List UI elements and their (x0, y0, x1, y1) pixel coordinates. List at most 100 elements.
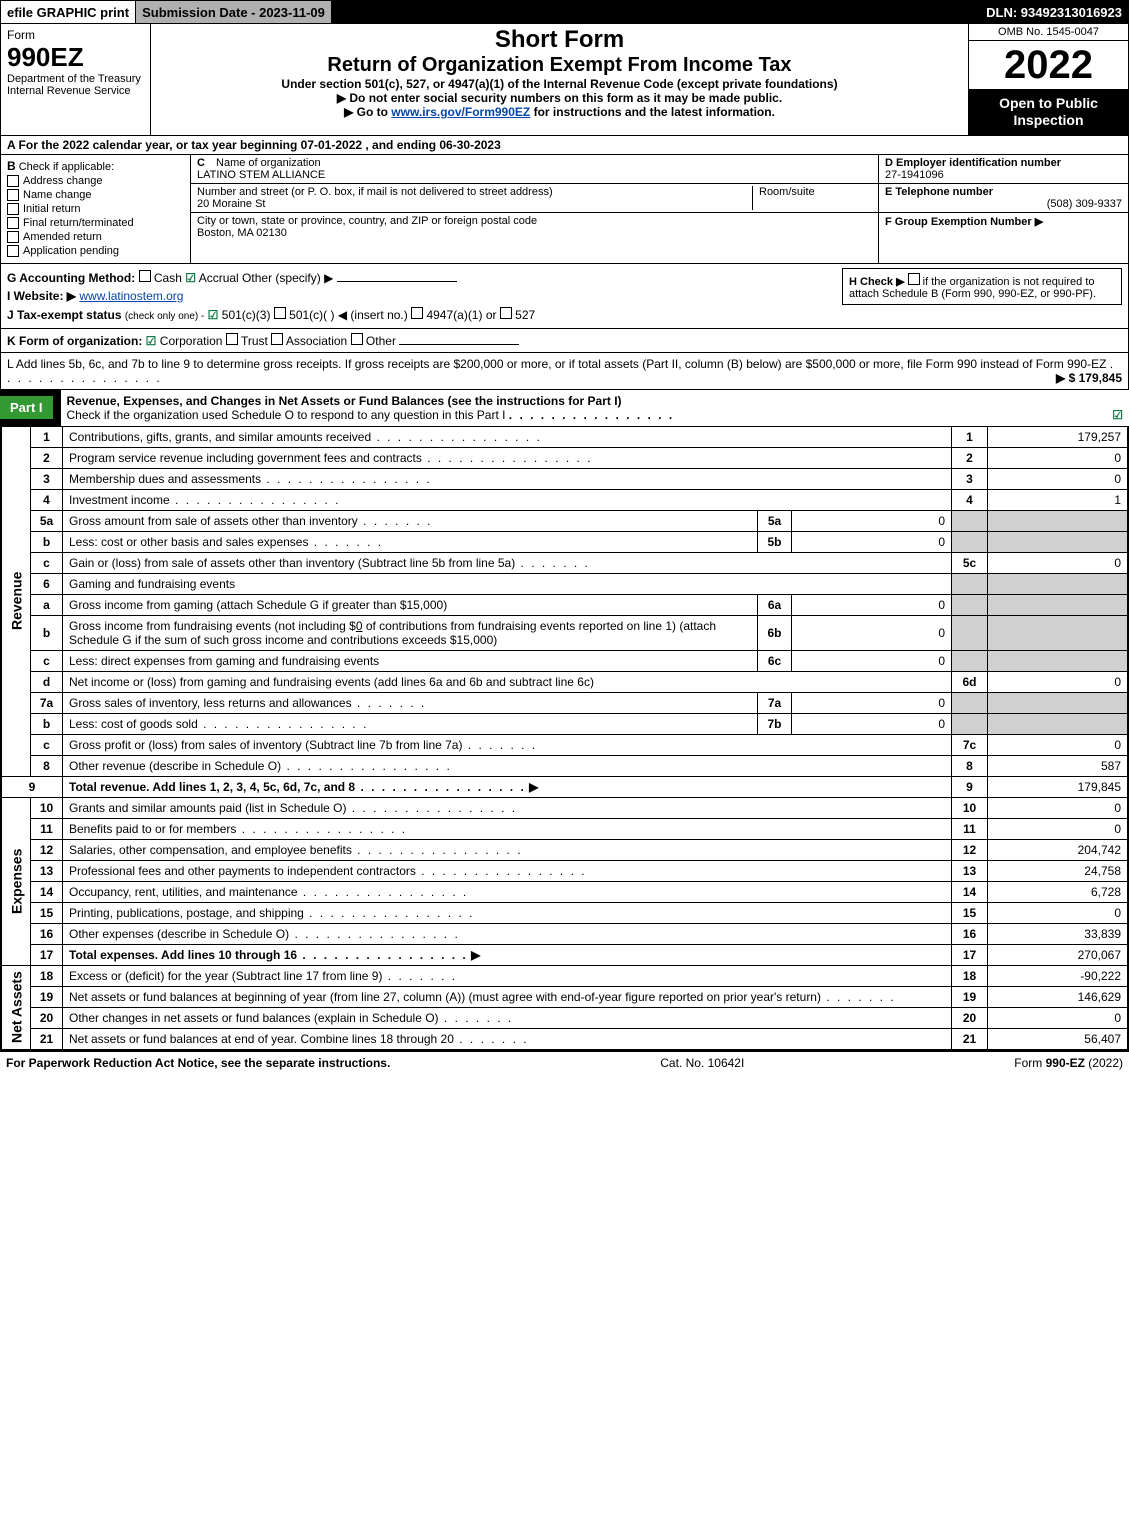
street-caption: Number and street (or P. O. box, if mail… (197, 186, 553, 198)
paperwork-notice: For Paperwork Reduction Act Notice, see … (6, 1056, 390, 1070)
line-col: 6d (952, 671, 988, 692)
line-col: 20 (952, 1007, 988, 1028)
line-no: 7a (31, 692, 63, 713)
desc-pre: Gross income from fundraising events (no… (69, 619, 356, 633)
k-other-input[interactable] (399, 344, 519, 345)
checkbox-amended-return[interactable]: Amended return (7, 231, 184, 243)
line-val: 0 (988, 1007, 1128, 1028)
table-row: Expenses 10 Grants and similar amounts p… (2, 797, 1128, 818)
sub-no: 6b (758, 615, 792, 650)
room-caption: Room/suite (759, 186, 815, 198)
ein-value: 27-1941096 (885, 169, 1122, 181)
line-val: 24,758 (988, 860, 1128, 881)
line-no: 9 (2, 776, 63, 797)
shade-cell (952, 615, 988, 650)
line-desc: Gross amount from sale of assets other t… (63, 510, 758, 531)
k-assoc: Association (286, 334, 347, 348)
line-val: 0 (988, 447, 1128, 468)
k-trust: Trust (241, 334, 268, 348)
line-desc: Gain or (loss) from sale of assets other… (63, 552, 952, 573)
line-val: 146,629 (988, 986, 1128, 1007)
j-527: 527 (515, 308, 535, 322)
checkbox-icon[interactable] (500, 307, 512, 319)
shade-cell (988, 531, 1128, 552)
instr-goto-pre: ▶ Go to (344, 105, 391, 119)
table-row: 20 Other changes in net assets or fund b… (2, 1007, 1128, 1028)
table-row: 16 Other expenses (describe in Schedule … (2, 923, 1128, 944)
shade-cell (952, 713, 988, 734)
line-desc: Total expenses. Add lines 10 through 16 … (63, 944, 952, 965)
line-no: 5a (31, 510, 63, 531)
cb-label: Address change (23, 175, 103, 187)
table-row: 13 Professional fees and other payments … (2, 860, 1128, 881)
checkbox-icon[interactable] (351, 333, 363, 345)
c-label: C (197, 157, 205, 169)
omb-number: OMB No. 1545-0047 (969, 24, 1128, 41)
instr-goto: ▶ Go to www.irs.gov/Form990EZ for instru… (159, 105, 960, 119)
shade-cell (952, 573, 988, 594)
j-501c3: 501(c)(3) (222, 308, 271, 322)
l-text: L Add lines 5b, 6c, and 7b to line 9 to … (7, 357, 1106, 371)
city-caption: City or town, state or province, country… (197, 215, 537, 227)
group-exemption-row: F Group Exemption Number ▶ (879, 213, 1128, 263)
top-bar: efile GRAPHIC print Submission Date - 20… (0, 0, 1129, 24)
line-desc: Net assets or fund balances at beginning… (63, 986, 952, 1007)
table-row: 19 Net assets or fund balances at beginn… (2, 986, 1128, 1007)
line-col: 3 (952, 468, 988, 489)
topbar-spacer (332, 1, 980, 23)
page-footer: For Paperwork Reduction Act Notice, see … (0, 1051, 1129, 1074)
line-desc: Professional fees and other payments to … (63, 860, 952, 881)
line-desc: Gaming and fundraising events (63, 573, 952, 594)
checkbox-icon (7, 245, 19, 257)
checkbox-final-return[interactable]: Final return/terminated (7, 217, 184, 229)
line-col: 21 (952, 1028, 988, 1049)
line-desc: Grants and similar amounts paid (list in… (63, 797, 952, 818)
form-header-left: Form 990EZ Department of the Treasury In… (1, 24, 151, 135)
line-col: 13 (952, 860, 988, 881)
table-row: b Less: cost or other basis and sales ex… (2, 531, 1128, 552)
part1-title-text: Revenue, Expenses, and Changes in Net As… (67, 394, 622, 408)
other-input[interactable] (337, 281, 457, 282)
efile-print-label[interactable]: efile GRAPHIC print (1, 1, 135, 23)
checkbox-cash[interactable] (139, 270, 151, 282)
checkbox-icon[interactable] (908, 273, 920, 285)
checkbox-application-pending[interactable]: Application pending (7, 245, 184, 257)
row-h-box: H Check ▶ if the organization is not req… (842, 268, 1122, 305)
checkbox-address-change[interactable]: Address change (7, 175, 184, 187)
line-no: 3 (31, 468, 63, 489)
checkbox-icon (7, 203, 19, 215)
checkbox-icon[interactable] (411, 307, 423, 319)
name-of-org-row: C Name of organization LATINO STEM ALLIA… (191, 155, 878, 184)
sub-val: 0 (792, 692, 952, 713)
table-row: 21 Net assets or fund balances at end of… (2, 1028, 1128, 1049)
j-label: J Tax-exempt status (7, 308, 122, 322)
website-link[interactable]: www.latinostem.org (79, 289, 183, 303)
form-header: Form 990EZ Department of the Treasury In… (0, 24, 1129, 136)
part1-table: Revenue 1 Contributions, gifts, grants, … (0, 426, 1129, 1051)
line-col: 19 (952, 986, 988, 1007)
table-row: b Less: cost of goods sold 7b 0 (2, 713, 1128, 734)
checkbox-name-change[interactable]: Name change (7, 189, 184, 201)
line-desc: Total revenue. Add lines 1, 2, 3, 4, 5c,… (63, 776, 952, 797)
irs-label: Internal Revenue Service (7, 85, 144, 97)
line-col: 7c (952, 734, 988, 755)
sub-no: 6c (758, 650, 792, 671)
irs-form-link[interactable]: www.irs.gov/Form990EZ (391, 105, 530, 119)
line-no: 12 (31, 839, 63, 860)
city-row: City or town, state or province, country… (191, 213, 878, 263)
tel-label: E Telephone number (885, 186, 1122, 198)
desc-mid: 0 (356, 619, 363, 633)
org-name-value: LATINO STEM ALLIANCE (197, 169, 325, 181)
shade-cell (988, 615, 1128, 650)
checkbox-initial-return[interactable]: Initial return (7, 203, 184, 215)
checkbox-icon[interactable] (274, 307, 286, 319)
checkbox-icon[interactable] (271, 333, 283, 345)
shade-cell (952, 594, 988, 615)
line-no: 6 (31, 573, 63, 594)
line-val: 0 (988, 902, 1128, 923)
title-main: Return of Organization Exempt From Incom… (159, 54, 960, 77)
checkbox-icon[interactable] (226, 333, 238, 345)
table-row: 12 Salaries, other compensation, and emp… (2, 839, 1128, 860)
table-row: b Gross income from fundraising events (… (2, 615, 1128, 650)
shade-cell (988, 650, 1128, 671)
